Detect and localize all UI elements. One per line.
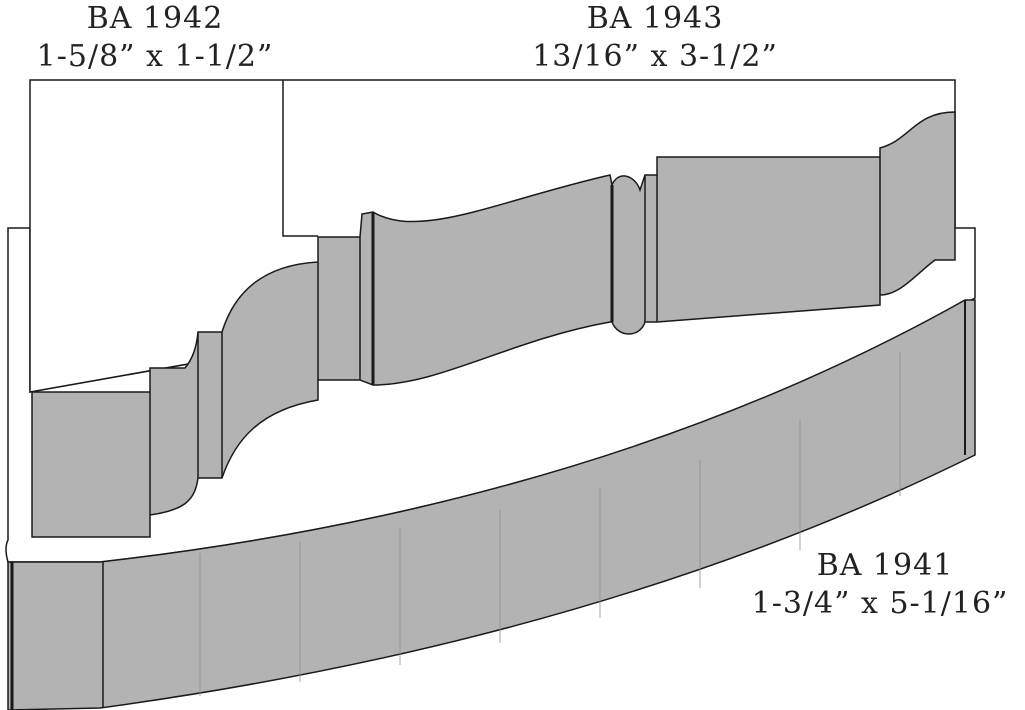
profile-name: BA 1942 (87, 1, 224, 36)
profile-name: BA 1943 (587, 1, 724, 36)
profile-size: 13/16” x 3-1/2” (532, 39, 778, 74)
profile-edges (149, 157, 881, 515)
profile-divider (282, 80, 318, 237)
profile-name: BA 1941 (817, 548, 954, 583)
molding-profile (31, 111, 956, 538)
profile-size: 1-3/4” x 5-1/16” (752, 586, 1009, 621)
base-shading (199, 352, 901, 696)
profile-size: 1-5/8” x 1-1/2” (37, 39, 274, 74)
base-front-face (7, 299, 976, 710)
